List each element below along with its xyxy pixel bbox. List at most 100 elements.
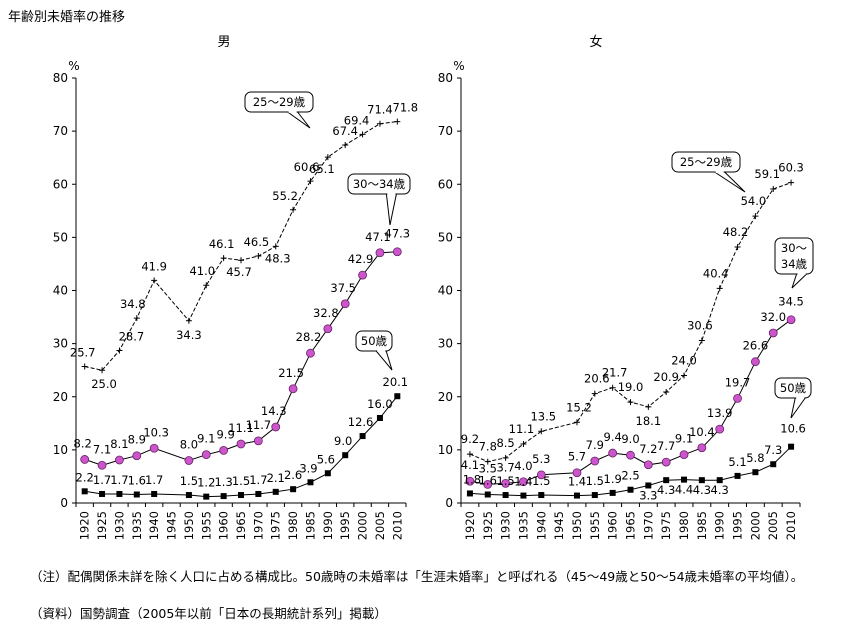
data-label: 1.6 [128,474,146,488]
data-label: 8.5 [496,436,514,450]
data-point [519,477,528,487]
data-point [663,388,670,395]
data-label: 5.8 [746,451,764,465]
x-tick-label: 1940 [534,511,548,540]
data-label: 9.0 [334,434,352,448]
data-point [394,393,401,400]
data-label: 1.7 [93,473,111,487]
x-tick-label: 1985 [695,511,709,540]
x-tick-label: 1965 [624,511,638,540]
data-label: 19.7 [725,375,751,389]
y-tick-label: 0 [60,496,68,510]
data-point [591,390,598,397]
data-point [359,131,366,138]
data-point [132,451,142,461]
callout-box [244,91,314,113]
data-label: 40.4 [703,266,729,280]
data-label: 2.5 [621,469,639,483]
data-point [538,428,545,435]
data-point [255,490,262,497]
data-label: 12.6 [348,415,374,429]
data-label: 20.9 [653,370,679,384]
data-label: 13.5 [530,409,556,423]
data-point [786,315,796,325]
callout-box [774,237,814,275]
data-label: 9.4 [604,430,622,444]
callout-pointer [790,397,806,419]
data-label: 1.8 [463,472,481,486]
female-chart: 女% 0 10 20 30 40 50 60 70 80 1920 1925 1930 1935 1940 1… [438,34,814,540]
data-point [679,450,689,460]
data-point [359,433,366,440]
data-point [591,492,598,499]
data-label: 47.3 [385,227,411,241]
callout-box [671,151,741,173]
data-point [99,367,106,374]
data-label: 16.0 [367,397,393,411]
data-label: 1.5 [496,474,514,488]
data-label: 41.0 [189,264,215,278]
data-point [716,477,723,484]
source-note: （資料）国勢調査（2005年以前「日本の長期統計系列」掲載） [30,606,387,621]
data-point [236,439,246,449]
data-point [536,470,546,480]
x-tick-label: 1935 [516,511,530,540]
data-point [203,282,210,289]
data-point [185,317,192,324]
data-label: 32.0 [760,310,786,324]
data-label: 1.7 [249,473,267,487]
legend-callout: 25～29歳 [244,91,314,129]
data-point [151,277,158,284]
data-point [290,486,297,493]
x-tick-label: 1935 [130,511,144,540]
data-label: 7.2 [639,442,657,456]
data-label: 1.5 [586,474,604,488]
data-point [185,492,192,499]
x-tick-label: 1980 [677,511,691,540]
data-label: 5.1 [728,455,746,469]
data-label: 11.1 [509,422,535,436]
x-tick-label: 1955 [588,511,602,540]
data-point [788,443,795,450]
x-tick-label: 1930 [499,511,513,540]
series-line [84,121,398,371]
data-point [520,492,527,499]
data-label: 9.0 [621,432,639,446]
x-tick-label: 1920 [78,511,92,540]
callout-label: 25～29歳 [253,95,306,109]
y-tick-label: 50 [53,230,68,244]
data-point [255,252,262,259]
data-label: 25.0 [91,377,117,391]
chart-title: 女 [589,34,602,50]
data-label: 34.5 [778,295,804,309]
data-label: 8.9 [128,433,146,447]
data-label: 4.4 [675,483,693,497]
x-tick-label: 1995 [338,511,352,540]
data-point [573,419,580,426]
legend-callout: 50歳 [355,330,393,371]
y-tick-label: 80 [53,71,68,85]
data-point [733,393,742,403]
data-label: 10.3 [143,425,169,439]
series-line [469,182,792,463]
data-point [290,206,297,213]
x-tick-label: 1930 [112,511,126,540]
x-tick-label: 1995 [731,511,745,540]
data-label: 11.1 [228,421,254,435]
data-label: 8.0 [180,438,198,452]
data-point [342,452,349,459]
data-label: 21.7 [602,366,628,380]
x-tick-label: 1970 [251,511,265,540]
data-point [661,457,671,467]
data-label: 1.6 [479,474,497,488]
series-50: 1.81.6 1.5 1.4 1.5 1.4 1.5 1.9 2.53.3 4.3 4.4 4.3 4… [463,422,806,503]
data-label: 1.5 [180,474,198,488]
data-point [627,486,634,493]
data-point [324,470,331,477]
series-30-34: 4.1 3.5 3.7 4.0 5.3 5.77.99.4 9.07.2 7.79.110.4… [461,295,804,489]
x-tick-label: 1955 [199,511,213,540]
callout-box [355,330,393,352]
data-point [520,441,527,448]
data-point [590,456,600,466]
x-tick-label: 1975 [269,511,283,540]
